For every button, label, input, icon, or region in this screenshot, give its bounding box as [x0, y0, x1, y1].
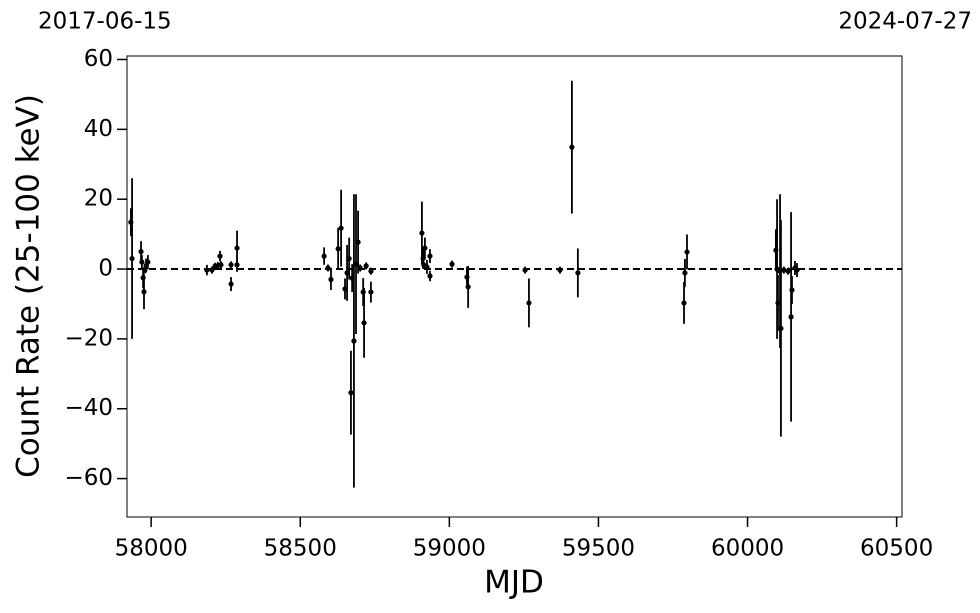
data-point [427, 253, 433, 259]
y-tick-label: −40 [64, 395, 113, 421]
data-point [788, 314, 794, 320]
x-tick-label: 60500 [860, 536, 933, 562]
data-point [422, 245, 428, 251]
data-point [234, 245, 240, 251]
data-point [781, 267, 787, 273]
data-point [785, 268, 791, 274]
data-point [427, 273, 433, 279]
y-tick-label: −60 [64, 465, 113, 491]
data-point [569, 144, 575, 150]
data-point [218, 262, 224, 268]
data-point [217, 253, 223, 259]
data-point [575, 270, 581, 276]
data-point [522, 267, 528, 273]
data-point [138, 248, 144, 255]
data-point [139, 259, 145, 265]
annotation-end: 2024-07-27 [838, 9, 972, 35]
data-point [526, 300, 532, 306]
data-point [449, 261, 455, 267]
data-point [321, 253, 327, 259]
data-point [129, 255, 135, 262]
data-point [789, 287, 795, 293]
data-point [557, 267, 563, 273]
x-tick-label: 58500 [264, 536, 337, 562]
x-tick-label: 60000 [711, 536, 784, 562]
data-point [368, 289, 374, 295]
data-point [234, 262, 240, 268]
data-point [465, 284, 471, 290]
y-axis-label: Count Rate (25-100 keV) [11, 94, 47, 478]
x-axis-label: MJD [484, 565, 544, 601]
data-point [424, 264, 430, 270]
data-point [338, 225, 344, 231]
annotation-start: 2017-06-15 [38, 9, 172, 35]
data-point [363, 263, 369, 269]
data-point [682, 270, 688, 276]
data-point [351, 338, 357, 344]
data-point [355, 239, 361, 245]
data-point [361, 320, 367, 326]
y-tick-label: 40 [84, 116, 113, 142]
data-point [209, 267, 215, 273]
x-tick-label: 58000 [115, 536, 188, 562]
data-point [684, 249, 690, 255]
data-point [145, 259, 151, 265]
data-point [228, 262, 234, 268]
data-point [681, 300, 687, 306]
data-point [357, 265, 363, 271]
data-point [794, 267, 800, 273]
data-point [335, 246, 341, 252]
data-point [368, 268, 374, 274]
data-point [141, 289, 147, 295]
data-point [778, 325, 784, 332]
x-tick-label: 59500 [562, 536, 635, 562]
x-tick-label: 59000 [413, 536, 486, 562]
y-tick-label: 0 [98, 256, 113, 282]
y-tick-label: 20 [84, 186, 113, 212]
data-point [228, 281, 234, 287]
plot-frame [126, 55, 903, 518]
data-point [204, 267, 210, 273]
data-point [348, 390, 354, 396]
data-point [346, 255, 352, 262]
data-point [325, 265, 331, 271]
data-point [328, 276, 334, 283]
data-point [419, 230, 425, 236]
y-tick-label: −20 [64, 325, 113, 351]
y-tick-label: 60 [84, 46, 113, 72]
